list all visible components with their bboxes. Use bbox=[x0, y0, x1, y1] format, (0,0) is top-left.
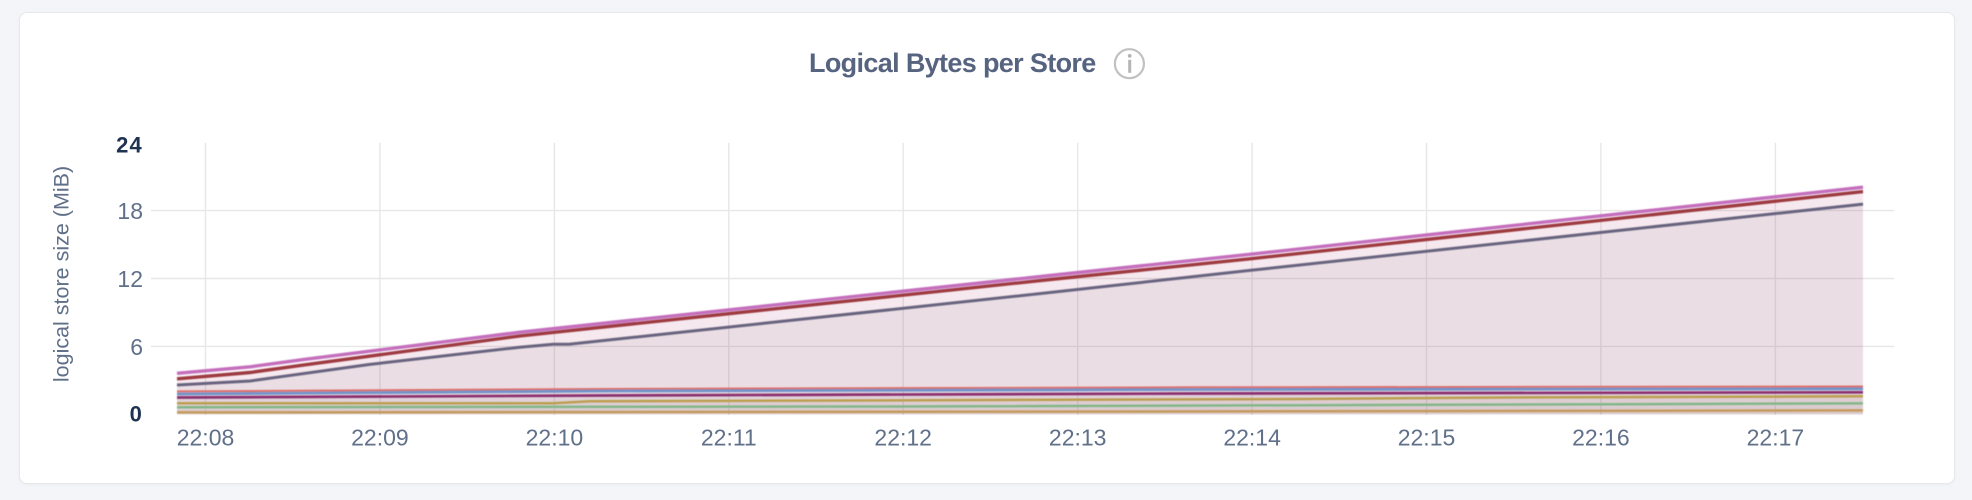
svg-text:22:11: 22:11 bbox=[701, 425, 757, 451]
svg-text:6: 6 bbox=[130, 334, 143, 360]
svg-text:22:09: 22:09 bbox=[351, 425, 409, 451]
svg-text:22:08: 22:08 bbox=[177, 425, 235, 451]
svg-text:18: 18 bbox=[117, 198, 143, 224]
svg-text:24: 24 bbox=[116, 133, 143, 158]
svg-text:22:14: 22:14 bbox=[1223, 425, 1281, 451]
svg-text:0: 0 bbox=[130, 402, 143, 427]
svg-text:22:10: 22:10 bbox=[526, 425, 584, 451]
svg-text:12: 12 bbox=[117, 266, 143, 292]
svg-text:22:16: 22:16 bbox=[1572, 425, 1630, 451]
svg-text:22:15: 22:15 bbox=[1398, 425, 1456, 451]
svg-text:22:12: 22:12 bbox=[874, 425, 932, 451]
svg-text:22:13: 22:13 bbox=[1049, 425, 1107, 451]
svg-text:22:17: 22:17 bbox=[1747, 425, 1805, 451]
